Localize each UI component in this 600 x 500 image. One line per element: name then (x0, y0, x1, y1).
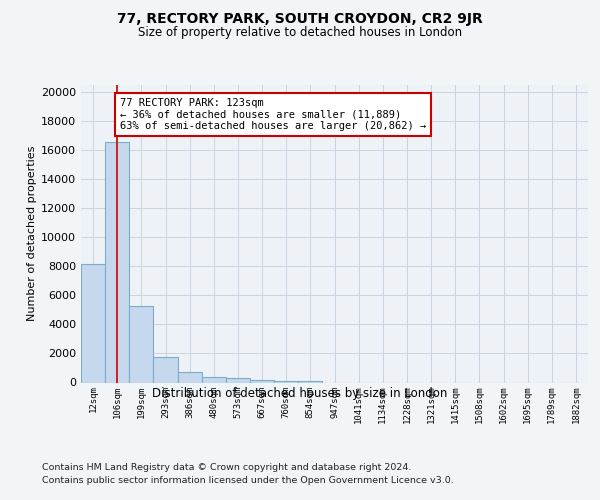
Bar (226, 378, 250, 382)
Text: Contains HM Land Registry data © Crown copyright and database right 2024.: Contains HM Land Registry data © Crown c… (42, 462, 412, 471)
Bar (250, 380, 274, 382)
Text: Distribution of detached houses by size in London: Distribution of detached houses by size … (152, 388, 448, 400)
Bar (274, 381, 298, 382)
Bar (129, 306, 154, 382)
Bar (81, 264, 105, 382)
Text: 77, RECTORY PARK, SOUTH CROYDON, CR2 9JR: 77, RECTORY PARK, SOUTH CROYDON, CR2 9JR (117, 12, 483, 26)
Bar (202, 378, 226, 382)
Text: Size of property relative to detached houses in London: Size of property relative to detached ho… (138, 26, 462, 39)
Y-axis label: Number of detached properties: Number of detached properties (27, 146, 37, 322)
Bar (154, 357, 178, 382)
Bar (178, 372, 202, 382)
Text: 77 RECTORY PARK: 123sqm
← 36% of detached houses are smaller (11,889)
63% of sem: 77 RECTORY PARK: 123sqm ← 36% of detache… (120, 98, 426, 132)
Text: Contains public sector information licensed under the Open Government Licence v3: Contains public sector information licen… (42, 476, 454, 485)
Bar (105, 142, 129, 382)
